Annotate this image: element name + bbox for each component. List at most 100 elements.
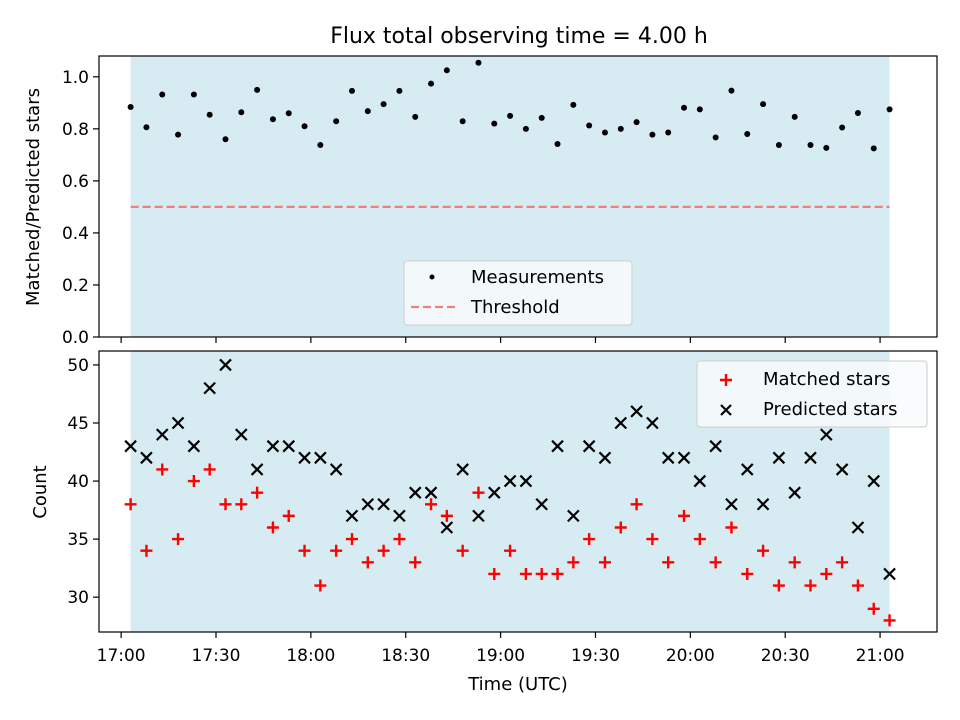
measurement-point <box>333 118 340 125</box>
predicted-star-point <box>740 463 754 476</box>
measurement-point <box>744 131 751 138</box>
predicted-star-point <box>503 474 517 488</box>
predicted-star-point <box>266 439 280 453</box>
matched-star-point <box>867 602 880 615</box>
measurement-point <box>175 131 182 138</box>
measurement-point <box>712 134 719 141</box>
predicted-star-point <box>488 486 501 499</box>
matched-star-point <box>519 567 532 580</box>
bot-xtick-label: 17:30 <box>192 646 241 666</box>
bot-ytick-label: 40 <box>67 472 89 492</box>
matched-star-point <box>883 614 896 627</box>
measurement-point <box>459 118 466 125</box>
measurement-point <box>886 106 893 113</box>
predicted-star-point <box>804 451 817 465</box>
bottom-legend: Matched stars Predicted stars <box>696 360 928 428</box>
measurement-point <box>143 124 150 131</box>
predicted-star-point <box>756 497 770 511</box>
measurement-point <box>285 110 292 117</box>
bot-ytick-label: 50 <box>67 356 89 376</box>
measurement-point <box>839 124 846 131</box>
measurement-point <box>317 141 324 148</box>
measurement-point <box>696 106 703 113</box>
legend-predicted-marker <box>720 404 732 416</box>
matched-star-point <box>836 556 849 569</box>
matched-star-point <box>535 567 548 580</box>
predicted-star-point <box>298 451 311 465</box>
matched-star-point <box>251 486 264 499</box>
predicted-star-point <box>709 439 722 453</box>
matched-star-point <box>820 567 833 580</box>
matched-star-point <box>598 556 611 569</box>
measurement-point <box>475 59 482 66</box>
predicted-star-point <box>630 405 643 418</box>
matched-star-point <box>725 521 738 534</box>
matched-star-point <box>345 533 358 546</box>
measurement-point <box>665 129 672 136</box>
legend-matched-label: Matched stars <box>763 369 890 390</box>
matched-star-point <box>314 579 327 592</box>
predicted-star-point <box>408 486 422 499</box>
predicted-star-point <box>788 486 801 499</box>
legend-measurements-label: Measurements <box>471 267 604 288</box>
bottom-x-ticks: 17:00 17:30 18:00 18:30 19:00 19:30 20:00 20:30… <box>97 632 905 666</box>
top-y-axis-label: Matched/Predicted stars <box>23 88 44 306</box>
bottom-axes-frame <box>98 350 938 633</box>
measurement-point <box>127 103 134 110</box>
matched-star-point <box>567 556 580 569</box>
predicted-star-point <box>551 439 564 453</box>
measurement-point <box>760 101 767 108</box>
measurement-point <box>190 91 197 98</box>
measurement-point <box>570 101 577 108</box>
matched-star-point <box>472 486 485 499</box>
predicted-star-point <box>598 451 612 465</box>
predicted-star-point <box>235 428 248 441</box>
bot-xtick-label: 19:00 <box>476 646 525 666</box>
matched-star-point <box>440 509 453 522</box>
matched-star-point <box>678 509 691 522</box>
measurement-point <box>380 101 387 108</box>
matched-star-point <box>693 533 706 546</box>
top-x-ticks <box>120 337 881 343</box>
measurement-point <box>538 114 545 121</box>
bot-xtick-label: 19:30 <box>571 646 620 666</box>
legend-predicted-label: Predicted stars <box>763 399 897 420</box>
matched-star-point <box>630 498 643 511</box>
matched-star-point <box>662 556 675 569</box>
top-y-ticks: 0.0 0.2 0.4 0.6 0.8 1.0 <box>62 68 99 348</box>
top-legend: Measurements Threshold <box>403 260 633 326</box>
predicted-star-point <box>140 451 153 465</box>
predicted-star-point <box>345 509 359 523</box>
matched-star-point <box>583 533 596 546</box>
predicted-star-point <box>582 439 596 453</box>
matched-star-point <box>614 521 627 534</box>
predicted-star-point <box>693 474 707 488</box>
measurement-point <box>507 112 514 119</box>
matched-star-point <box>330 544 343 557</box>
predicted-star-point <box>820 428 833 441</box>
measurement-point <box>522 125 529 132</box>
bottom-y-axis-label: Count <box>30 465 51 518</box>
measurement-point <box>554 140 561 147</box>
measurement-point <box>617 125 624 132</box>
predicted-star-point <box>377 497 390 511</box>
legend-matched-marker <box>720 374 732 386</box>
matched-star-point <box>772 579 785 592</box>
top-ytick-label: 0.6 <box>62 172 89 192</box>
predicted-star-point <box>614 416 628 430</box>
matched-star-point <box>425 498 438 511</box>
matched-star-point <box>140 544 153 557</box>
predicted-star-point <box>282 439 296 453</box>
measurement-point <box>681 104 688 111</box>
measurement-point <box>854 109 861 116</box>
matched-star-point <box>172 533 185 546</box>
matched-star-point <box>741 567 754 580</box>
matched-star-point <box>393 533 406 546</box>
predicted-star-point <box>851 521 865 534</box>
matched-star-point <box>266 521 279 534</box>
bot-xtick-label: 20:30 <box>761 646 810 666</box>
matched-star-point <box>456 544 469 557</box>
bottom-panel: 30 35 40 45 50 17:00 17:30 18:00 18:30 19:00 19:3… <box>30 350 938 695</box>
bot-xtick-label: 18:00 <box>286 646 335 666</box>
